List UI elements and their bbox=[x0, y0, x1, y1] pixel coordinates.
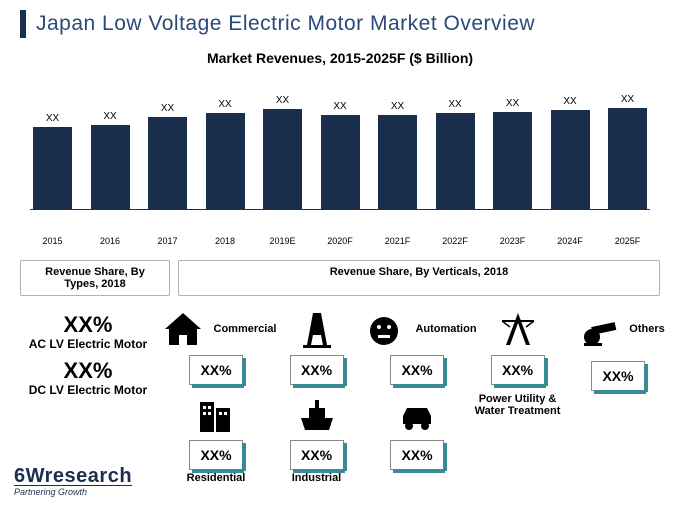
bar bbox=[493, 112, 532, 209]
bar-column: XX bbox=[375, 101, 420, 209]
bar bbox=[91, 125, 130, 209]
vertical-percent-box: XX% bbox=[290, 355, 344, 385]
bar-value-label: XX bbox=[161, 103, 174, 114]
bar bbox=[378, 115, 417, 209]
x-tick-label: 2022F bbox=[433, 236, 478, 246]
bar-value-label: XX bbox=[218, 99, 231, 110]
bar-column: XX bbox=[145, 103, 190, 209]
oilrig-icon bbox=[295, 309, 339, 349]
x-tick-label: 2021F bbox=[375, 236, 420, 246]
x-tick-label: 2023F bbox=[490, 236, 535, 246]
robot-icon bbox=[362, 309, 406, 349]
bar bbox=[436, 113, 475, 209]
bar-value-label: XX bbox=[46, 113, 59, 124]
bar-column: XX bbox=[318, 101, 363, 209]
bar bbox=[551, 110, 590, 209]
verticals-header: Revenue Share, By Verticals, 2018 bbox=[178, 260, 660, 296]
vertical-pair: Others XX% bbox=[570, 306, 666, 496]
x-axis-labels: 2015 2016 2017 2018 2019E 2020F 2021F 2022F 2023… bbox=[0, 236, 680, 246]
types-header: Revenue Share, By Types, 2018 bbox=[20, 260, 170, 296]
vertical-label: Power Utility & Water Treatment bbox=[470, 393, 566, 417]
vertical-percent-box: XX% bbox=[189, 440, 243, 470]
bar-value-label: XX bbox=[563, 96, 576, 107]
vertical-icon bbox=[290, 391, 344, 437]
type-label: DC LV Electric Motor bbox=[14, 384, 162, 398]
chart-subtitle: Market Revenues, 2015-2025F ($ Billion) bbox=[0, 50, 680, 66]
vertical-percent-box: XX% bbox=[189, 355, 243, 385]
vertical-pair: XX% Power Utility & Water Treatment bbox=[470, 306, 566, 496]
bar-column: XX bbox=[203, 99, 248, 209]
vertical-percent-box: XX% bbox=[390, 440, 444, 470]
vertical-pair: CommercialXX%XX%Residential bbox=[168, 306, 264, 496]
type-percent: XX% bbox=[14, 312, 162, 338]
vertical-percent-box: XX% bbox=[390, 355, 444, 385]
vertical-percent-box: XX% bbox=[290, 440, 344, 470]
section-headers-row: Revenue Share, By Types, 2018 Revenue Sh… bbox=[20, 260, 660, 296]
vertical-icon bbox=[390, 391, 444, 437]
vertical-label: Residential bbox=[187, 472, 246, 496]
bar-column: XX bbox=[260, 95, 305, 209]
vertical-pair: XX%XX%Industrial bbox=[269, 306, 365, 496]
bar-value-label: XX bbox=[333, 101, 346, 112]
bar-column: XX bbox=[433, 99, 478, 209]
bar bbox=[148, 117, 187, 209]
bar bbox=[33, 127, 72, 209]
x-tick-label: 2018 bbox=[203, 236, 248, 246]
x-tick-label: 2019E bbox=[260, 236, 305, 246]
ship-icon bbox=[295, 394, 339, 434]
bar-value-label: XX bbox=[448, 99, 461, 110]
vertical-label: Automation bbox=[415, 323, 476, 335]
x-tick-label: 2015 bbox=[30, 236, 75, 246]
bar-value-label: XX bbox=[391, 101, 404, 112]
vertical-icon bbox=[571, 306, 625, 352]
buildings-icon bbox=[194, 394, 238, 434]
type-percent: XX% bbox=[14, 358, 162, 384]
bar-column: XX bbox=[88, 111, 133, 209]
vertical-icon bbox=[357, 306, 411, 352]
title-accent bbox=[20, 10, 26, 38]
bar-value-label: XX bbox=[506, 98, 519, 109]
bar-column: XX bbox=[548, 96, 593, 209]
house-icon bbox=[161, 309, 205, 349]
type-label: AC LV Electric Motor bbox=[14, 338, 162, 352]
bar-column: XX bbox=[490, 98, 535, 209]
vertical-label: Others bbox=[629, 323, 664, 335]
x-tick-label: 2017 bbox=[145, 236, 190, 246]
vertical-pair: AutomationXX%XX% bbox=[369, 306, 465, 496]
bar-value-label: XX bbox=[621, 94, 634, 105]
bar-value-label: XX bbox=[276, 95, 289, 106]
vertical-icon bbox=[156, 306, 210, 352]
cannon-icon bbox=[576, 309, 620, 349]
logo-text: 6Wresearch bbox=[14, 465, 132, 488]
x-tick-label: 2024F bbox=[548, 236, 593, 246]
brand-logo: 6Wresearch Partnering Growth bbox=[14, 465, 132, 497]
x-tick-label: 2016 bbox=[88, 236, 133, 246]
vertical-percent-box: XX% bbox=[491, 355, 545, 385]
x-tick-label: 2020F bbox=[318, 236, 363, 246]
car-icon bbox=[395, 394, 439, 434]
title-bar: Japan Low Voltage Electric Motor Market … bbox=[0, 0, 680, 46]
bar bbox=[321, 115, 360, 209]
page-title: Japan Low Voltage Electric Motor Market … bbox=[36, 12, 535, 36]
bar-value-label: XX bbox=[103, 111, 116, 122]
x-tick-label: 2025F bbox=[605, 236, 650, 246]
vertical-label: Industrial bbox=[292, 472, 342, 496]
bar bbox=[206, 113, 245, 209]
bar-column: XX bbox=[605, 94, 650, 209]
vertical-icon bbox=[189, 391, 243, 437]
vertical-icon bbox=[290, 306, 344, 352]
tower-icon bbox=[496, 309, 540, 349]
bar bbox=[263, 109, 302, 209]
vertical-label: Commercial bbox=[214, 323, 277, 335]
verticals-column: CommercialXX%XX%ResidentialXX%XX%Industr… bbox=[168, 306, 666, 496]
bar-column: XX bbox=[30, 113, 75, 209]
vertical-percent-box: XX% bbox=[591, 361, 645, 391]
bar-chart: XX XX XX XX XX XX XX XX XX XX XX bbox=[0, 66, 680, 236]
bar bbox=[608, 108, 647, 209]
vertical-icon bbox=[491, 306, 545, 352]
